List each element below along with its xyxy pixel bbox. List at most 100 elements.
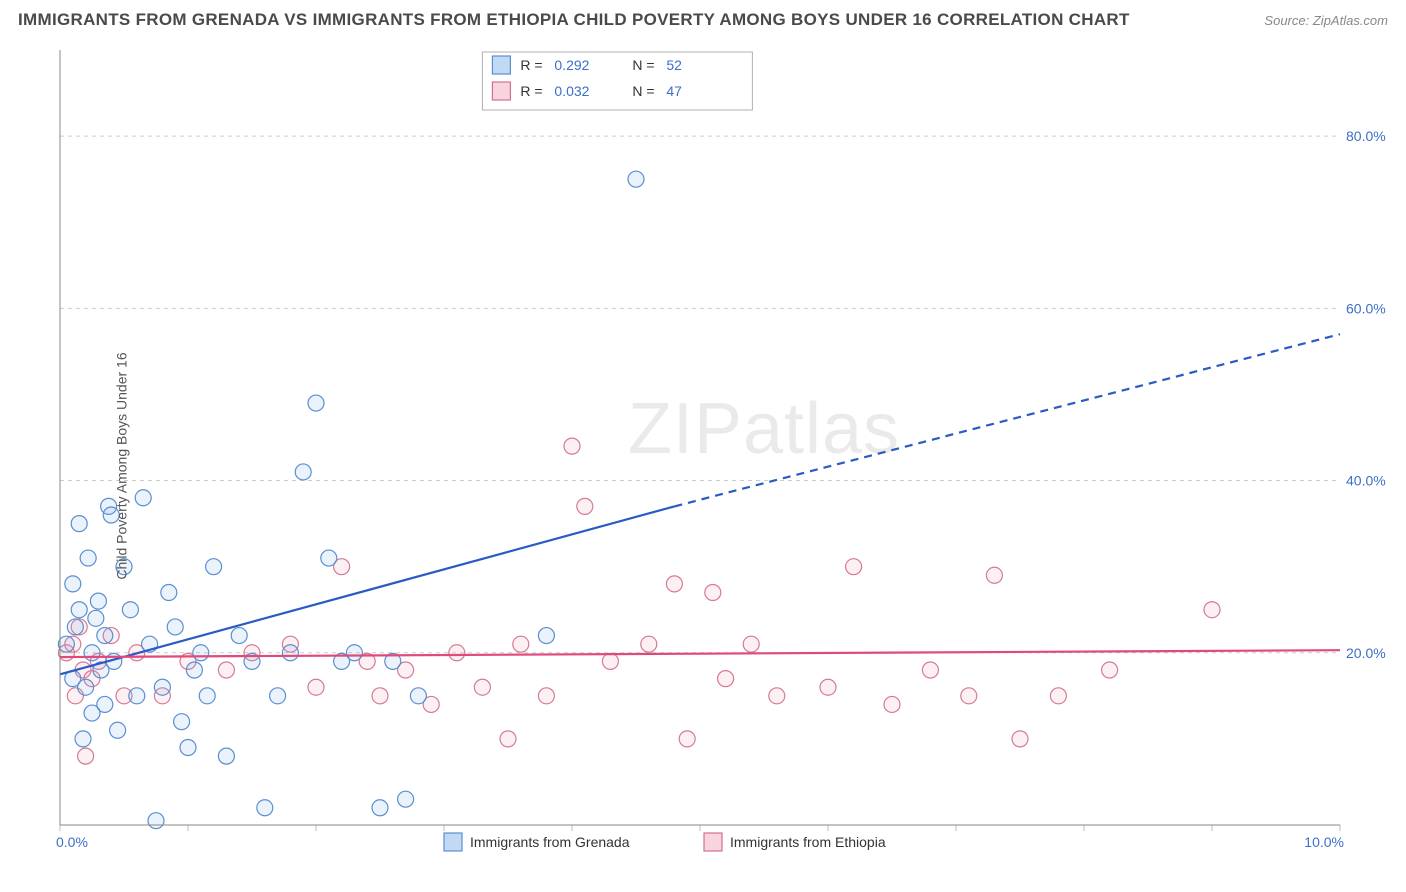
x-tick-label: 0.0% [56,834,88,850]
blue-point [346,645,362,661]
blue-point [110,722,126,738]
series-label: Immigrants from Grenada [470,834,630,850]
blue-point [628,171,644,187]
blue-point [67,619,83,635]
pink-point [820,679,836,695]
blue-point [193,645,209,661]
blue-point [538,628,554,644]
page-title: IMMIGRANTS FROM GRENADA VS IMMIGRANTS FR… [18,10,1130,30]
blue-point [199,688,215,704]
pink-point [218,662,234,678]
y-tick-label: 60.0% [1346,300,1386,316]
source-name: ZipAtlas.com [1313,13,1388,28]
legend-r-value: 0.292 [554,57,589,73]
pink-point [564,438,580,454]
pink-point [538,688,554,704]
blue-point [410,688,426,704]
watermark-text: ZIPatlas [628,389,900,469]
header: IMMIGRANTS FROM GRENADA VS IMMIGRANTS FR… [0,0,1406,36]
pink-point [1050,688,1066,704]
pink-legend-swatch [492,82,510,100]
blue-point [80,550,96,566]
correlation-scatter-chart: ZIPatlas 20.0% 40.0% 60.0% 80.0% 0.0% 10.0% R =… [0,40,1406,892]
pink-point [961,688,977,704]
blue-point [84,645,100,661]
y-tick-label: 20.0% [1346,645,1386,661]
blue-point [398,791,414,807]
blue-point [71,516,87,532]
pink-point [705,585,721,601]
y-tick-label: 80.0% [1346,128,1386,144]
chart-container: Child Poverty Among Boys Under 16 ZIPatl… [0,40,1406,892]
blue-point [65,576,81,592]
series-label: Immigrants from Ethiopia [730,834,886,850]
legend-r-label: R = [520,83,542,99]
blue-point [372,800,388,816]
blue-point [167,619,183,635]
blue-point [90,593,106,609]
pink-point [679,731,695,747]
blue-point [161,585,177,601]
blue-point [71,602,87,618]
pink-point [884,696,900,712]
y-tick-label: 40.0% [1346,473,1386,489]
pink-point [666,576,682,592]
pink-point [641,636,657,652]
pink-point [577,498,593,514]
pink-point [1102,662,1118,678]
blue-point [78,679,94,695]
blue-point [257,800,273,816]
blue-point [206,559,222,575]
pink-point [500,731,516,747]
pink-point [308,679,324,695]
blue-point [122,602,138,618]
blue-point [97,696,113,712]
blue-point [135,490,151,506]
blue-point [295,464,311,480]
blue-point [129,688,145,704]
blue-trend-solid [60,506,674,674]
pink-point [474,679,490,695]
pink-point [922,662,938,678]
blue-point [154,679,170,695]
blue-point [282,645,298,661]
blue-point [218,748,234,764]
blue-point [186,662,202,678]
legend-n-value: 47 [666,83,682,99]
pink-point [372,688,388,704]
pink-series-swatch [704,833,722,851]
blue-series-swatch [444,833,462,851]
source-label: Source: [1264,13,1309,28]
blue-legend-swatch [492,56,510,74]
pink-point [449,645,465,661]
blue-point [75,731,91,747]
blue-point [148,813,164,829]
pink-point [513,636,529,652]
pink-point [986,567,1002,583]
y-axis-label: Child Poverty Among Boys Under 16 [114,352,130,579]
source-attribution: Source: ZipAtlas.com [1264,13,1388,28]
blue-point [58,636,74,652]
blue-point [308,395,324,411]
blue-point [321,550,337,566]
blue-point [97,628,113,644]
x-tick-label: 10.0% [1304,834,1344,850]
legend-r-label: R = [520,57,542,73]
legend-n-label: N = [632,83,654,99]
pink-point [602,653,618,669]
pink-point [718,671,734,687]
pink-point [743,636,759,652]
blue-point [180,740,196,756]
blue-point [174,714,190,730]
legend-n-label: N = [632,57,654,73]
legend-r-value: 0.032 [554,83,589,99]
pink-point [846,559,862,575]
blue-point [270,688,286,704]
pink-point [1204,602,1220,618]
pink-point [1012,731,1028,747]
pink-point [769,688,785,704]
legend-n-value: 52 [666,57,682,73]
blue-point [231,628,247,644]
pink-point [78,748,94,764]
blue-point [88,610,104,626]
